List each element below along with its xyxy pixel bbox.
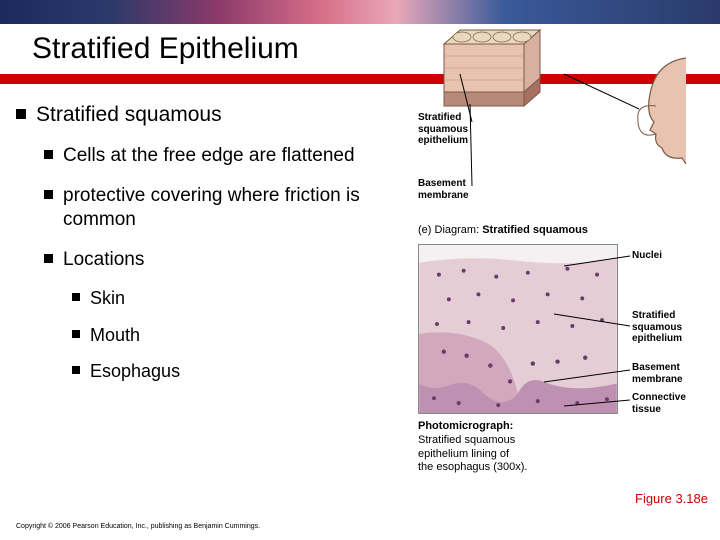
diagram-caption-bold: Stratified squamous	[482, 224, 588, 236]
bullet-square-icon	[72, 330, 80, 338]
diagram-label-basement: Basementmembrane	[418, 178, 469, 201]
micro-label-basement: Basementmembrane	[632, 362, 683, 385]
bullet-square-icon	[16, 109, 26, 119]
copyright-text: Copyright © 2006 Pearson Education, Inc.…	[16, 523, 260, 530]
bullet-l3: Esophagus	[16, 360, 396, 383]
bullet-l2: Locations	[16, 248, 396, 272]
right-column: Stratifiedsquamousepithelium Basementmem…	[414, 14, 714, 540]
bullet-l3-text: Mouth	[90, 324, 140, 347]
photomicro-caption-prefix: Photomicrograph:	[418, 420, 513, 432]
bullet-l1: Stratified squamous	[16, 102, 396, 128]
bullet-l2-text: protective covering where friction is co…	[63, 184, 396, 232]
photomicrograph-icon	[419, 245, 617, 413]
micro-label-epithelium: Stratifiedsquamousepithelium	[632, 310, 682, 345]
micro-label-connective: Connectivetissue	[632, 392, 686, 415]
photomicro-caption-rest: Stratified squamousepithelium lining oft…	[418, 434, 527, 474]
bullet-l3: Mouth	[16, 324, 396, 347]
bullet-l2-text: Cells at the free edge are flattened	[63, 144, 355, 168]
bullet-l1-text: Stratified squamous	[36, 102, 222, 128]
bullet-square-icon	[44, 254, 53, 263]
bullet-square-icon	[44, 190, 53, 199]
bullet-l2: Cells at the free edge are flattened	[16, 144, 396, 168]
bullet-l2: protective covering where friction is co…	[16, 184, 396, 232]
bullet-l3: Skin	[16, 287, 396, 310]
content-area: Stratified squamous Cells at the free ed…	[0, 84, 720, 540]
bullet-square-icon	[72, 293, 80, 301]
bullet-l3-text: Skin	[90, 287, 125, 310]
diagram-caption: (e) Diagram: Stratified squamous	[418, 224, 588, 236]
figure-reference: Figure 3.18e	[635, 491, 708, 506]
diagram-label-epithelium: Stratifiedsquamousepithelium	[418, 112, 468, 147]
diagram-caption-prefix: (e) Diagram:	[418, 224, 482, 236]
bullet-square-icon	[72, 366, 80, 374]
bullet-list: Stratified squamous Cells at the free ed…	[16, 102, 396, 397]
diagram-top: Stratifiedsquamousepithelium Basementmem…	[414, 14, 714, 214]
bullet-l3-text: Esophagus	[90, 360, 180, 383]
photomicrograph-caption: Photomicrograph: Stratified squamousepit…	[418, 420, 527, 475]
photomicrograph-box	[418, 244, 618, 414]
micro-label-nuclei: Nuclei	[632, 250, 662, 261]
bullet-l2-text: Locations	[63, 248, 144, 272]
bullet-square-icon	[44, 150, 53, 159]
slide-title: Stratified Epithelium	[0, 32, 299, 66]
